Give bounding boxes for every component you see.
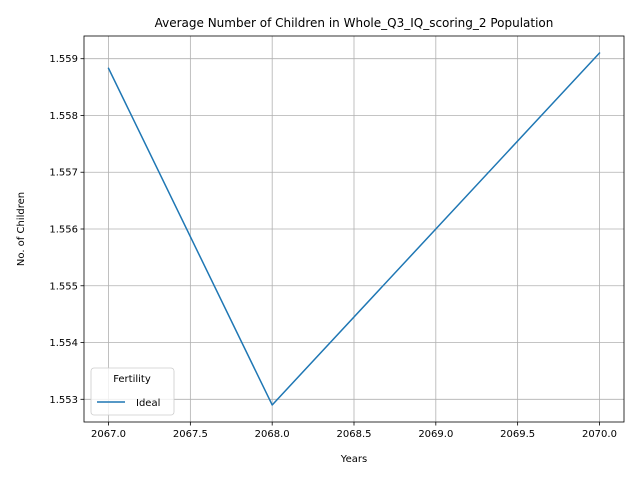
y-tick-label: 1.555 [49, 281, 78, 292]
y-tick-label: 1.559 [49, 54, 78, 65]
chart-title: Average Number of Children in Whole_Q3_I… [155, 16, 554, 30]
legend-box [90, 367, 175, 416]
y-axis-label: No. of Children [16, 192, 27, 266]
series-line-ideal [107, 51, 601, 406]
x-axis-label: Years [340, 454, 367, 465]
x-tick-label: 2069.5 [500, 429, 535, 440]
y-tick-label: 1.554 [49, 338, 78, 349]
y-tick-label: 1.556 [49, 225, 78, 236]
grid-lines [84, 36, 624, 422]
y-tick-label: 1.557 [49, 168, 78, 179]
y-tick-label: 1.558 [49, 111, 78, 122]
series-layer [107, 51, 601, 406]
axis-ticks: 2067.0 2067.5 2068.0 2068.5 2069.0 2069.5 2070… [49, 54, 617, 440]
legend-title: Fertility [113, 374, 151, 385]
x-tick-label: 2069.0 [418, 429, 453, 440]
y-tick-label: 1.553 [49, 395, 78, 406]
x-tick-label: 2067.5 [173, 429, 208, 440]
legend-label-ideal: Ideal [136, 398, 160, 409]
x-tick-label: 2068.0 [255, 429, 290, 440]
x-tick-label: 2067.0 [91, 429, 126, 440]
legend: Fertility Ideal [90, 367, 175, 416]
x-tick-label: 2068.5 [337, 429, 372, 440]
x-tick-label: 2070.0 [582, 429, 617, 440]
